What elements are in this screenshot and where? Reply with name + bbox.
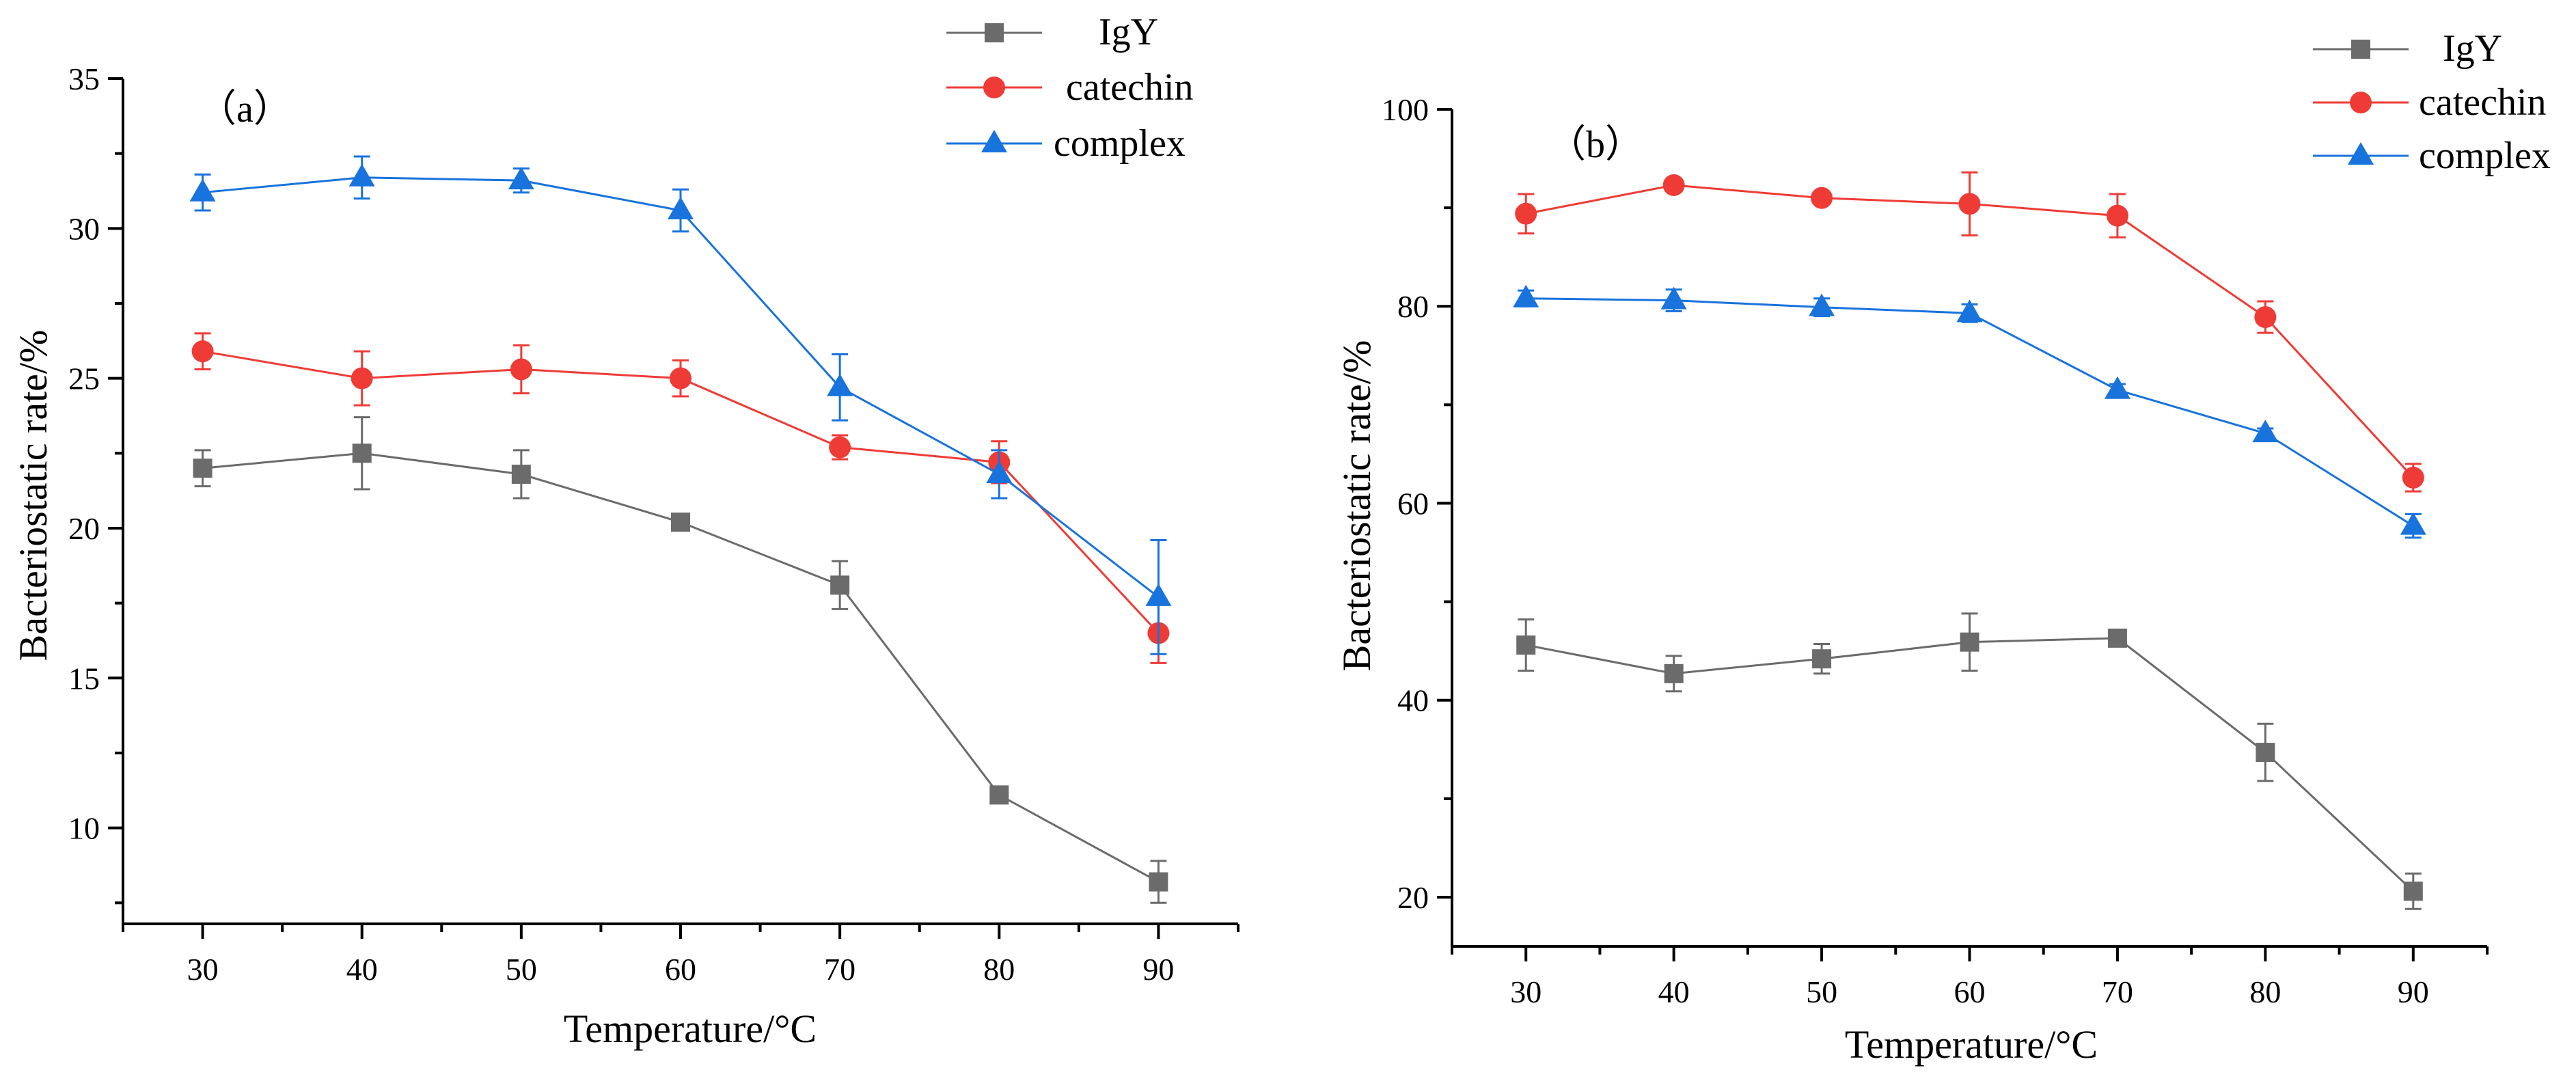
panel-b-axes: 30 40 50 60 70 80 90 20 40 60 80 100	[1382, 92, 2489, 1009]
panel-b-complex-point	[1513, 284, 1539, 307]
panel-b-x-tick-label: 70	[2102, 974, 2133, 1009]
panel-a-axes: 30 40 50 60 70 80 90 10 15 20 25 30 35	[68, 61, 1239, 987]
legend-b-igy-marker	[2351, 40, 2370, 59]
panel-a-complex-point	[827, 373, 853, 396]
panel-a-x-tick-label: 60	[665, 952, 696, 987]
panel-b-igy-point	[1812, 649, 1832, 669]
panel-b-catechin-point	[2106, 204, 2128, 227]
panel-a-x-tick-label: 50	[506, 952, 537, 987]
panel-a-y-tick-label: 25	[68, 361, 100, 396]
panel-a-igy-point	[989, 785, 1009, 805]
panel-a-igy-point	[193, 459, 213, 478]
panel-a-x-tick-label: 70	[824, 952, 855, 987]
panel-a-complex-point	[189, 178, 216, 202]
panel-b-catechin-point	[1515, 202, 1537, 225]
panel-a-complex-point	[508, 167, 534, 190]
panel-b-igy-point	[2256, 743, 2275, 763]
panel-a-catechin-point	[510, 358, 532, 381]
panel-b-catechin-point	[1811, 187, 1833, 209]
panel-a-complex-point	[668, 197, 694, 220]
panel-b-igy-point	[1516, 635, 1536, 655]
panel-a-igy-point	[830, 575, 850, 595]
panel-a-x-tick-label: 80	[983, 952, 1015, 987]
legend-b-catechin-label: catechin	[2419, 81, 2547, 124]
panel-b-x-axis-title: Temperature/°C	[1845, 1022, 2098, 1067]
panel-a-x-tick-label: 30	[187, 952, 219, 987]
panel-a-y-axis-title: Bacteriostatic rate/%	[11, 330, 55, 661]
panel-b-x-tick-label: 30	[1510, 974, 1542, 1009]
panel-b-complex-point	[1809, 293, 1835, 316]
panel-a-igy-point	[1149, 872, 1168, 892]
legend-a-igy: IgY	[946, 11, 1158, 53]
panel-b-complex-point	[1660, 286, 1687, 310]
panel-b-y-tick-label: 40	[1397, 683, 1429, 718]
legend-b-catechin: catechin	[2313, 81, 2547, 124]
panel-b-y-axis-title: Bacteriostatic rate/%	[1334, 340, 1379, 672]
panel-a-igy-point	[352, 443, 372, 463]
panel-b-igy-point	[2107, 628, 2127, 648]
panel-a-y-tick-label: 10	[68, 811, 100, 846]
panel-b-catechin-point	[2402, 467, 2424, 489]
panel-a-catechin-point	[829, 436, 851, 459]
panel-b-x-tick-label: 90	[2398, 974, 2429, 1009]
panel-a-x-tick-label: 40	[346, 952, 378, 987]
legend-a-catechin-marker	[983, 77, 1005, 98]
panel-b-igy-point	[2403, 881, 2423, 901]
legend-a-complex: complex	[946, 122, 1186, 165]
panel-a-complex-point	[348, 163, 375, 187]
panel-a-catechin-point	[351, 367, 373, 389]
panel-b-catechin-point	[2254, 306, 2277, 329]
legend-b-complex-marker	[2348, 142, 2374, 165]
panel-b-complex-point	[2252, 420, 2279, 443]
panel-b-complex-point	[1956, 299, 1983, 323]
legend-a-complex-marker	[981, 130, 1007, 152]
chart-panel-b: （b） 30 40 50 60 70 80 90 20 40 60 80 100 Temperatur…	[1334, 27, 2551, 1067]
panel-a-complex-point	[986, 461, 1013, 484]
legend-a-igy-label: IgY	[1099, 11, 1158, 53]
panel-b-x-tick-label: 40	[1658, 974, 1690, 1009]
panel-b-y-tick-label: 100	[1382, 92, 1429, 127]
panel-b-igy-line	[1525, 637, 2414, 892]
legend-a-catechin-label: catechin	[1066, 66, 1194, 109]
panel-b-y-tick-label: 80	[1397, 289, 1429, 324]
panel-b-label: （b）	[1548, 124, 1643, 166]
legend-b-igy-label: IgY	[2443, 27, 2502, 70]
legend-b-complex-label: complex	[2419, 135, 2551, 177]
panel-a-y-tick-label: 30	[68, 211, 100, 246]
legend-a-catechin: catechin	[946, 66, 1194, 109]
legend-b-igy: IgY	[2313, 27, 2502, 70]
legend-b-complex: complex	[2313, 135, 2551, 177]
panel-a-label: （a）	[198, 88, 292, 131]
panel-a-catechin-point	[191, 340, 214, 363]
panel-a-y-tick-label: 20	[68, 511, 100, 546]
panel-b-complex-point	[2104, 376, 2130, 399]
legend-a-igy-marker	[985, 23, 1004, 42]
chart-panel-a: （a） 30 40 50 60 70 80 90 10 15 20 25 30 35 Temperatu…	[11, 11, 1239, 1051]
legend-a-complex-label: complex	[1054, 122, 1186, 165]
panel-a-y-tick-label: 15	[68, 661, 100, 696]
panel-a-complex-point	[1145, 583, 1172, 606]
panel-b-igy-point	[1664, 663, 1684, 683]
panel-a-x-axis-title: Temperature/°C	[564, 1007, 817, 1051]
panel-b-x-tick-label: 80	[2249, 974, 2281, 1009]
panel-b-x-tick-label: 60	[1954, 974, 1986, 1009]
panel-b-series	[1513, 171, 2426, 910]
panel-b-y-tick-label: 20	[1397, 880, 1429, 915]
panel-a-igy-point	[671, 512, 690, 532]
panel-a-igy-point	[511, 465, 531, 484]
panel-b-catechin-point	[1662, 174, 1685, 196]
panel-b-legend: IgY catechin complex	[2313, 27, 2551, 177]
panel-a-catechin-point	[670, 367, 691, 389]
panel-a-x-tick-label: 90	[1142, 952, 1174, 987]
panel-b-catechin-point	[1958, 193, 1981, 215]
panel-b-x-tick-label: 50	[1806, 974, 1837, 1009]
panel-b-complex-point	[2400, 512, 2426, 535]
legend-b-catechin-marker	[2350, 92, 2372, 113]
panel-a-y-tick-label: 35	[68, 61, 100, 96]
panel-a-legend: IgY catechin complex	[946, 11, 1194, 165]
panel-b-igy-point	[1960, 632, 1979, 652]
panel-a-series	[189, 155, 1172, 904]
panel-b-y-tick-label: 60	[1397, 486, 1429, 521]
